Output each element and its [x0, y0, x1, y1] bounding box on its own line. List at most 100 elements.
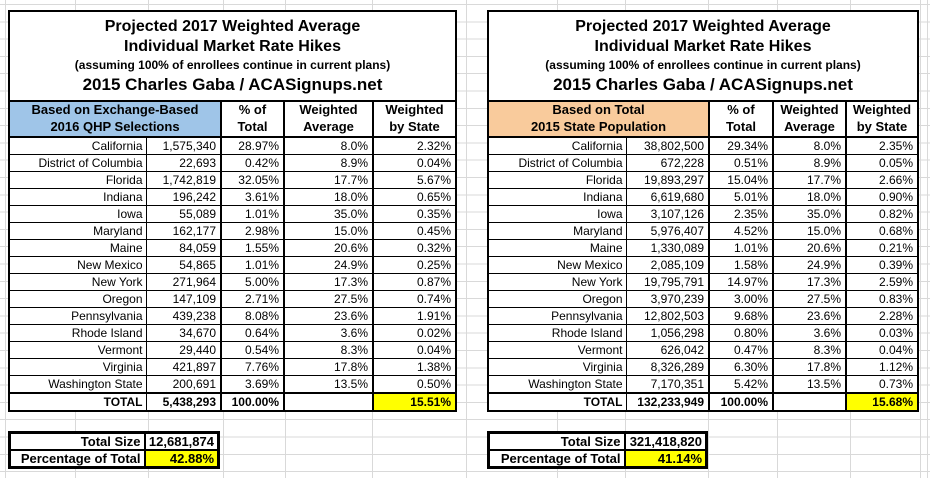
- state-name: New Mexico: [487, 256, 627, 274]
- table-row: Maryland 162,177 2.98% 15.0% 0.45%: [8, 222, 457, 240]
- pct-of-total: 0.54%: [220, 341, 285, 359]
- total-size-label: Total Size: [487, 431, 626, 451]
- state-name: Iowa: [487, 205, 627, 223]
- title-line-2: Individual Market Rate Hikes: [124, 37, 341, 55]
- weighted-average: 18.0%: [772, 188, 847, 206]
- table-row: Oregon 147,109 2.71% 27.5% 0.74%: [8, 290, 457, 308]
- pct-of-total: 14.97%: [708, 273, 774, 291]
- pct-of-total: 29.34%: [708, 136, 774, 155]
- wstate-line-2: by State: [389, 119, 440, 134]
- weighted-average: 17.7%: [283, 171, 374, 189]
- enrollment-value: 147,109: [145, 290, 222, 308]
- total-enrollment: 5,438,293: [145, 392, 222, 412]
- weighted-average: 15.0%: [283, 222, 374, 240]
- weighted-average: 17.3%: [283, 273, 374, 291]
- weighted-average: 8.3%: [283, 341, 374, 359]
- table-row: District of Columbia 22,693 0.42% 8.9% 0.04%: [8, 154, 457, 172]
- wstate-line-2: by State: [856, 119, 908, 134]
- enrollment-value: 439,238: [145, 307, 222, 325]
- table-row: District of Columbia 672,228 0.51% 8.9% 0.05…: [487, 154, 919, 172]
- total-label: TOTAL: [487, 392, 627, 412]
- state-name: Vermont: [8, 341, 147, 359]
- population-value: 5,976,407: [625, 222, 710, 240]
- weighted-by-state: 0.82%: [845, 205, 919, 223]
- col-header-basis: Based on Total 2015 State Population: [487, 100, 710, 138]
- weighted-by-state: 0.50%: [372, 375, 457, 394]
- table-row: New Mexico 54,865 1.01% 24.9% 0.25%: [8, 256, 457, 274]
- wavg-line-1: Weighted: [299, 102, 358, 118]
- title-subtitle: (assuming 100% of enrollees continue in …: [545, 58, 861, 73]
- pct-line-1: % of: [238, 102, 267, 118]
- pct-of-total: 0.51%: [708, 154, 774, 172]
- state-name: Maryland: [8, 222, 147, 240]
- pct-of-total: 3.00%: [708, 290, 774, 308]
- total-population: 132,233,949: [625, 392, 710, 412]
- pct-of-total: 7.76%: [220, 358, 285, 376]
- population-based-table: Projected 2017 Weighted Average Individu…: [487, 10, 919, 412]
- table-row: Virginia 421,897 7.76% 17.8% 1.38%: [8, 358, 457, 376]
- table-row: New Mexico 2,085,109 1.58% 24.9% 0.39%: [487, 256, 919, 274]
- weighted-by-state: 0.90%: [845, 188, 919, 206]
- table-row: California 38,802,500 29.34% 8.0% 2.35%: [487, 136, 919, 155]
- table-row: Vermont 626,042 0.47% 8.3% 0.04%: [487, 341, 919, 359]
- weighted-average: 3.6%: [283, 324, 374, 342]
- table-row: Indiana 196,242 3.61% 18.0% 0.65%: [8, 188, 457, 206]
- state-name: District of Columbia: [8, 154, 147, 172]
- state-name: Iowa: [8, 205, 147, 223]
- table-row: Virginia 8,326,289 6.30% 17.8% 1.12%: [487, 358, 919, 376]
- population-summary-box: Total Size 321,418,820 Percentage of Tot…: [487, 431, 708, 469]
- weighted-by-state: 0.21%: [845, 239, 919, 257]
- enrollment-value: 55,089: [145, 205, 222, 223]
- weighted-by-state: 0.03%: [845, 324, 919, 342]
- weighted-average: 8.3%: [772, 341, 847, 359]
- table-row: California 1,575,340 28.97% 8.0% 2.32%: [8, 136, 457, 155]
- weighted-average: 24.9%: [283, 256, 374, 274]
- pct-of-total: 5.01%: [708, 188, 774, 206]
- col-header-weighted-average: Weighted Average: [772, 100, 847, 138]
- total-size-row: Total Size 321,418,820: [487, 431, 708, 451]
- population-value: 12,802,503: [625, 307, 710, 325]
- weighted-average: 35.0%: [283, 205, 374, 223]
- pct-of-total: 6.30%: [708, 358, 774, 376]
- weighted-average: 20.6%: [772, 239, 847, 257]
- weighted-by-state: 0.32%: [372, 239, 457, 257]
- enrollment-value: 421,897: [145, 358, 222, 376]
- weighted-by-state: 0.68%: [845, 222, 919, 240]
- enrollment-value: 200,691: [145, 375, 222, 394]
- state-name: Pennsylvania: [8, 307, 147, 325]
- population-value: 3,970,239: [625, 290, 710, 308]
- weighted-average: 17.3%: [772, 273, 847, 291]
- pct-of-total: 8.08%: [220, 307, 285, 325]
- wavg-line-2: Average: [784, 119, 835, 134]
- pct-of-total: 15.04%: [708, 171, 774, 189]
- weighted-by-state: 0.65%: [372, 188, 457, 206]
- state-name: Oregon: [487, 290, 627, 308]
- weighted-average: 13.5%: [283, 375, 374, 394]
- table-title: Projected 2017 Weighted Average Individu…: [8, 10, 457, 102]
- wavg-line-1: Weighted: [780, 102, 839, 118]
- percentage-of-total-value: 42.88%: [143, 449, 220, 469]
- state-name: Maryland: [487, 222, 627, 240]
- total-row: TOTAL 5,438,293 100.00% 15.51%: [8, 392, 457, 412]
- table-row: Indiana 6,619,680 5.01% 18.0% 0.90%: [487, 188, 919, 206]
- state-name: Florida: [8, 171, 147, 189]
- weighted-average: 20.6%: [283, 239, 374, 257]
- table-row: Washington State 200,691 3.69% 13.5% 0.50%: [8, 375, 457, 394]
- state-name: New Mexico: [8, 256, 147, 274]
- state-name: Indiana: [487, 188, 627, 206]
- state-name: Oregon: [8, 290, 147, 308]
- pct-of-total: 0.42%: [220, 154, 285, 172]
- weighted-by-state: 2.66%: [845, 171, 919, 189]
- weighted-average: 17.8%: [283, 358, 374, 376]
- percentage-of-total-row: Percentage of Total 42.88%: [8, 449, 220, 469]
- total-row: TOTAL 132,233,949 100.00% 15.68%: [487, 392, 919, 412]
- population-value: 38,802,500: [625, 136, 710, 155]
- state-name: Virginia: [487, 358, 627, 376]
- title-line-2: Individual Market Rate Hikes: [594, 37, 812, 55]
- state-name: Vermont: [487, 341, 627, 359]
- population-value: 19,893,297: [625, 171, 710, 189]
- state-name: New York: [487, 273, 627, 291]
- pct-of-total: 1.55%: [220, 239, 285, 257]
- population-value: 8,326,289: [625, 358, 710, 376]
